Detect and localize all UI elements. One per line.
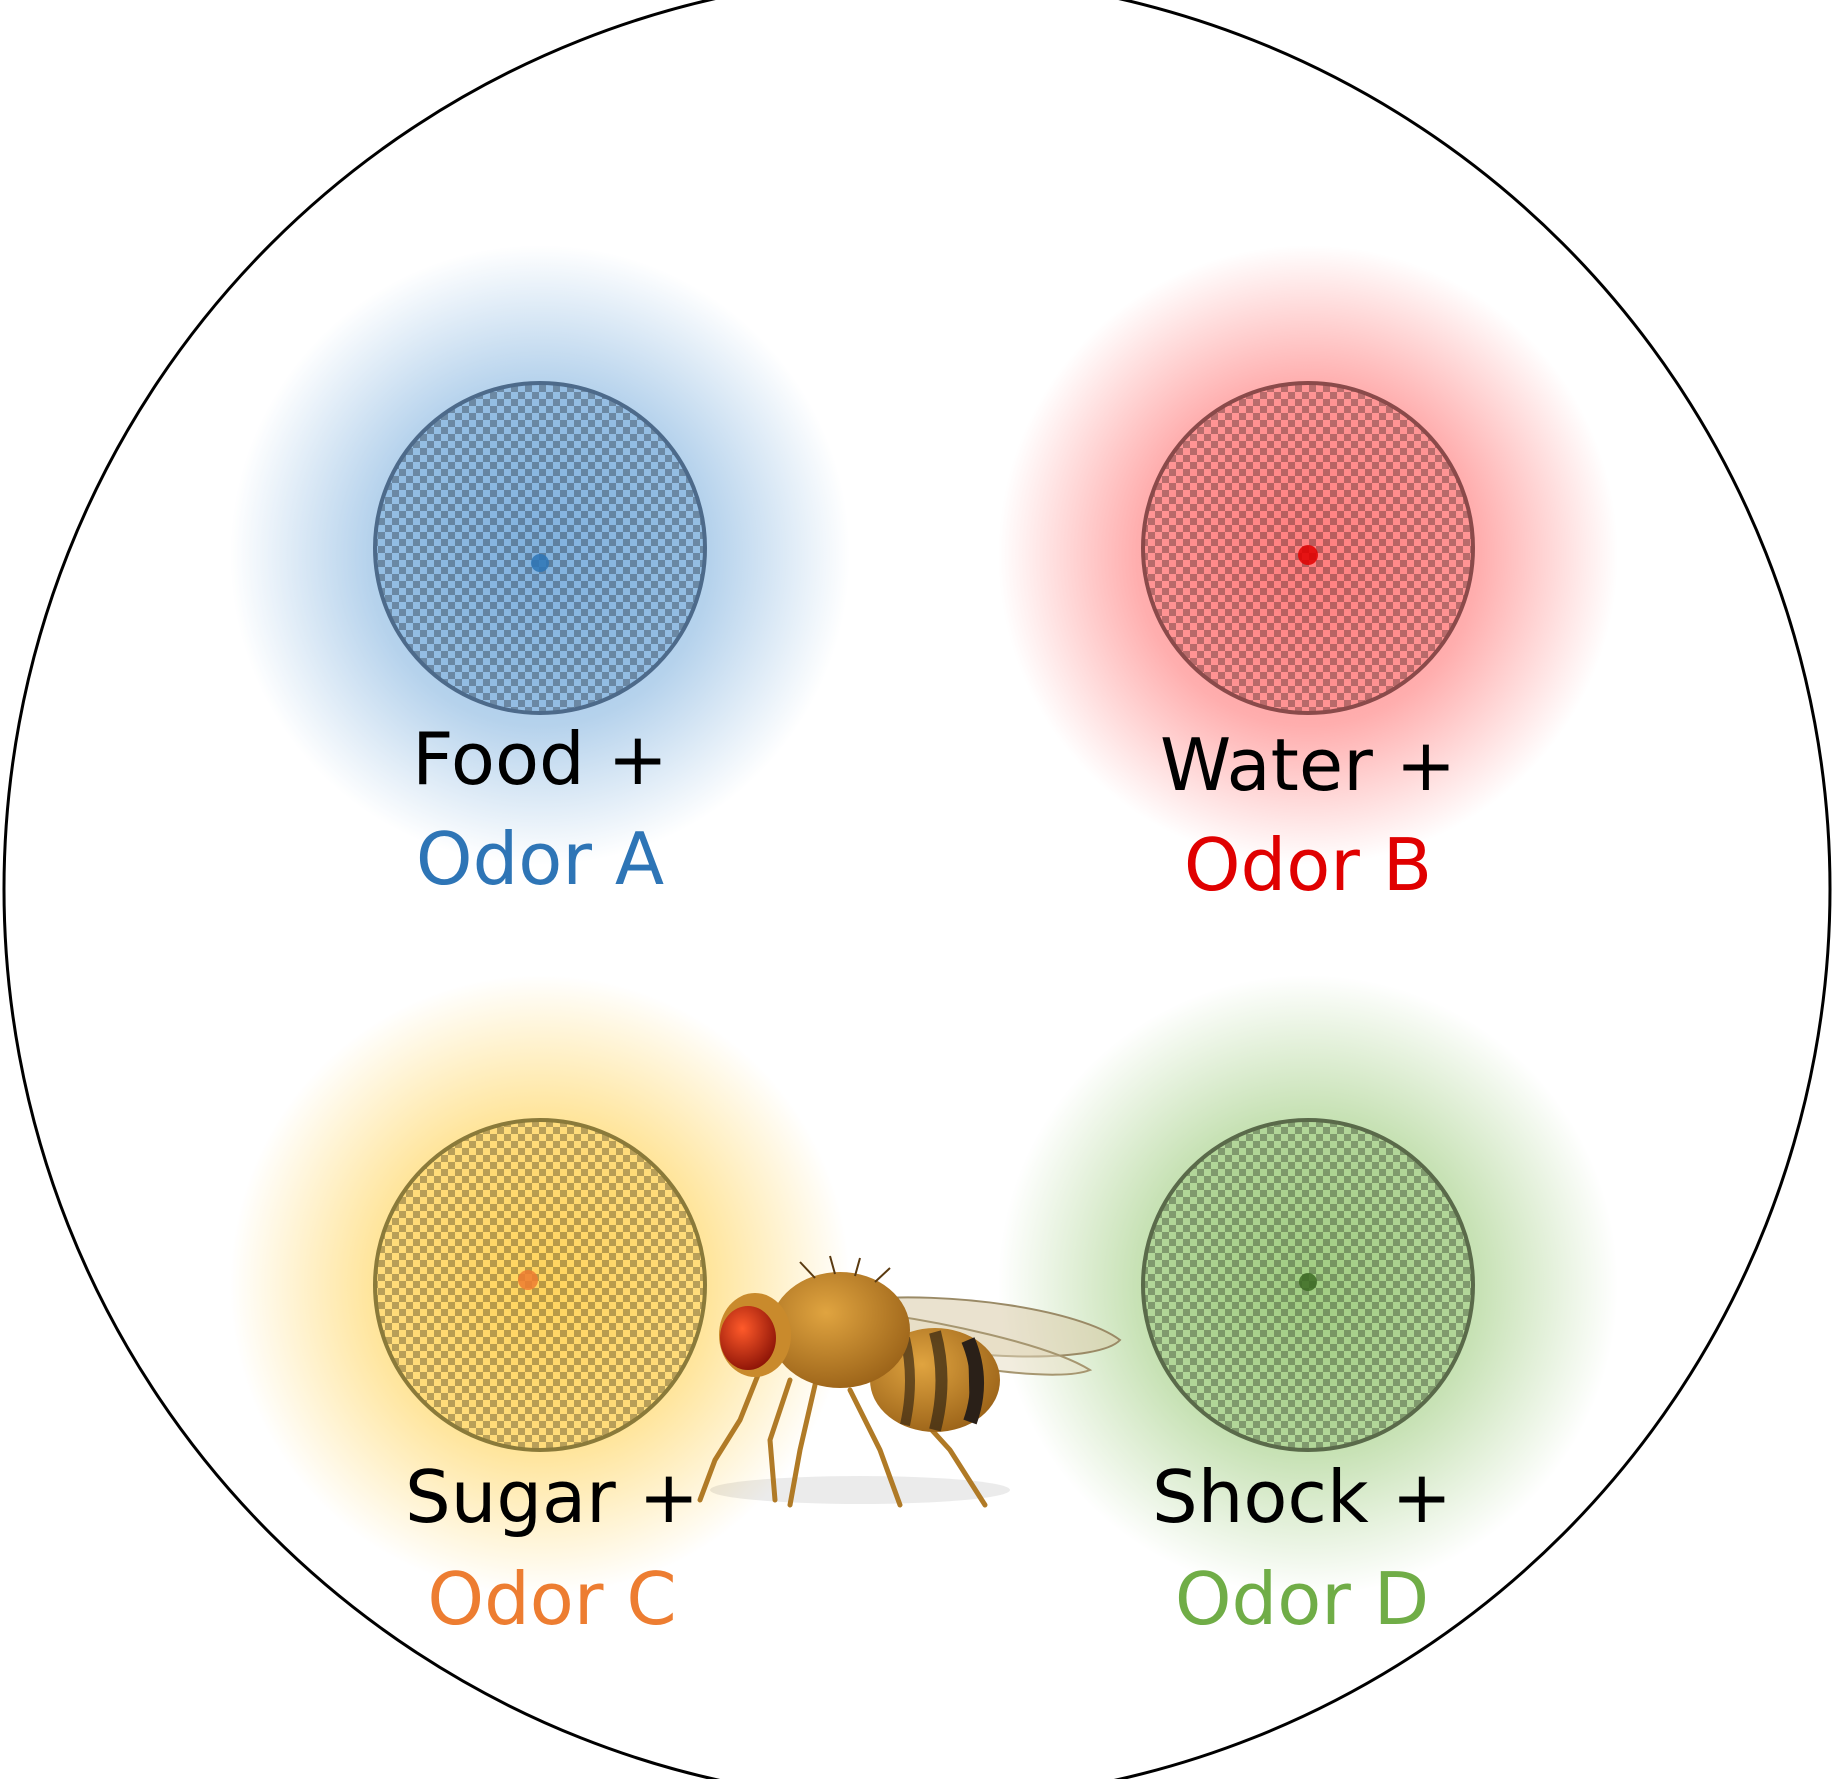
station-water: Water + Odor B <box>998 245 1618 907</box>
dish-mesh-sugar <box>373 1118 707 1452</box>
station-sugar: Sugar + Odor C <box>230 975 850 1641</box>
station-food: Food + Odor A <box>230 245 850 901</box>
odor-label-food: Odor A <box>416 817 664 901</box>
dish-mesh-food <box>373 381 707 715</box>
station-shock: Shock + Odor D <box>998 975 1618 1641</box>
odor-source-food <box>531 554 549 572</box>
stimulus-label-food: Food + <box>412 717 668 801</box>
odor-label-sugar: Odor C <box>427 1557 676 1641</box>
odor-source-shock <box>1299 1273 1317 1291</box>
odor-source-sugar <box>518 1270 538 1290</box>
odor-label-water: Odor B <box>1184 823 1432 907</box>
stimulus-label-shock: Shock + <box>1152 1455 1452 1539</box>
odor-label-shock: Odor D <box>1175 1557 1429 1641</box>
fruit-fly-icon <box>697 1255 1122 1508</box>
odor-source-water <box>1298 545 1318 565</box>
stimulus-label-water: Water + <box>1160 723 1456 807</box>
stimulus-label-sugar: Sugar + <box>405 1455 699 1539</box>
